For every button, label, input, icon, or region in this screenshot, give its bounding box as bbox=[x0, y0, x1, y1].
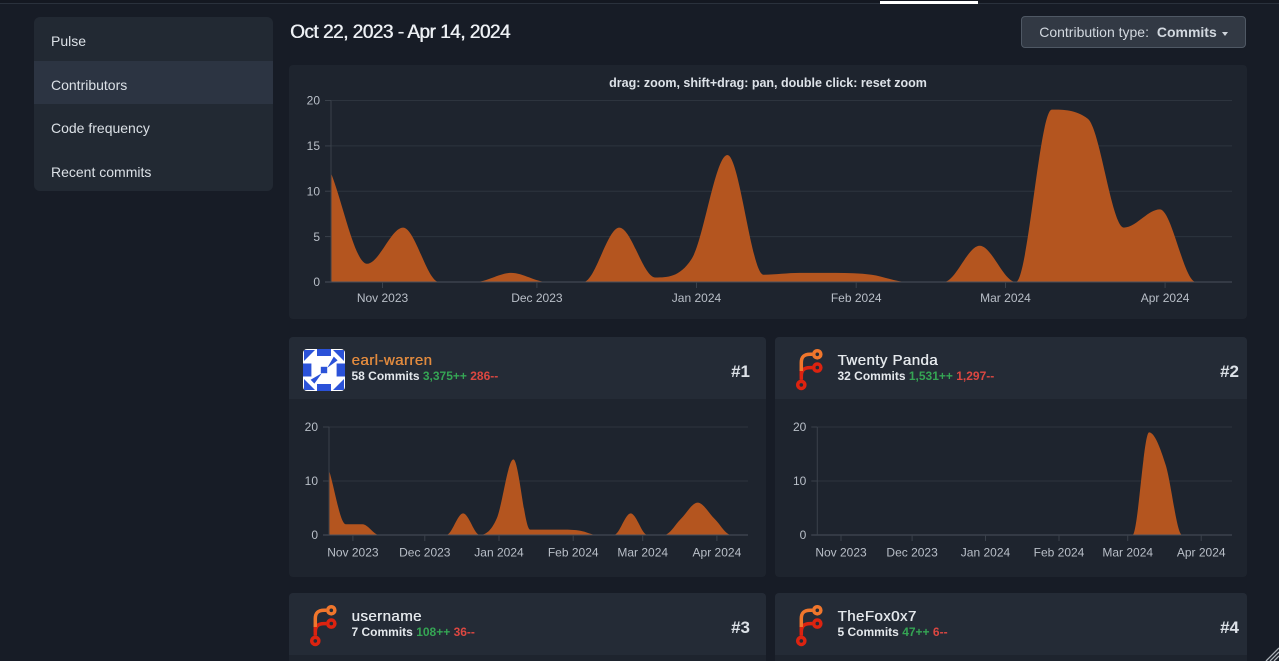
svg-text:10: 10 bbox=[305, 474, 319, 488]
svg-text:Mar 2024: Mar 2024 bbox=[980, 291, 1031, 305]
svg-text:Apr 2024: Apr 2024 bbox=[693, 546, 742, 560]
svg-text:Mar 2024: Mar 2024 bbox=[1102, 546, 1153, 560]
svg-text:5: 5 bbox=[313, 230, 320, 244]
svg-text:0: 0 bbox=[800, 528, 807, 542]
svg-text:15: 15 bbox=[307, 139, 321, 153]
svg-text:Feb 2024: Feb 2024 bbox=[1034, 546, 1085, 560]
svg-text:Mar 2024: Mar 2024 bbox=[617, 546, 668, 560]
svg-text:Jan 2024: Jan 2024 bbox=[672, 291, 722, 305]
svg-text:Apr 2024: Apr 2024 bbox=[1141, 291, 1190, 305]
svg-text:Nov 2023: Nov 2023 bbox=[815, 546, 867, 560]
svg-text:Feb 2024: Feb 2024 bbox=[548, 546, 599, 560]
svg-text:Jan 2024: Jan 2024 bbox=[474, 546, 524, 560]
svg-text:0: 0 bbox=[311, 528, 318, 542]
svg-text:20: 20 bbox=[305, 420, 319, 434]
svg-text:10: 10 bbox=[793, 474, 807, 488]
svg-text:Dec 2023: Dec 2023 bbox=[399, 546, 451, 560]
svg-text:Nov 2023: Nov 2023 bbox=[327, 546, 379, 560]
svg-text:20: 20 bbox=[793, 420, 807, 434]
svg-text:Dec 2023: Dec 2023 bbox=[511, 291, 563, 305]
svg-text:Nov 2023: Nov 2023 bbox=[357, 291, 409, 305]
svg-text:Feb 2024: Feb 2024 bbox=[831, 291, 882, 305]
svg-text:Apr 2024: Apr 2024 bbox=[1177, 546, 1226, 560]
svg-text:10: 10 bbox=[307, 184, 321, 198]
svg-text:Dec 2023: Dec 2023 bbox=[886, 546, 938, 560]
svg-text:Jan 2024: Jan 2024 bbox=[961, 546, 1011, 560]
svg-text:20: 20 bbox=[307, 94, 321, 108]
svg-text:drag: zoom, shift+drag: pan, d: drag: zoom, shift+drag: pan, double clic… bbox=[609, 76, 927, 90]
svg-text:0: 0 bbox=[313, 275, 320, 289]
